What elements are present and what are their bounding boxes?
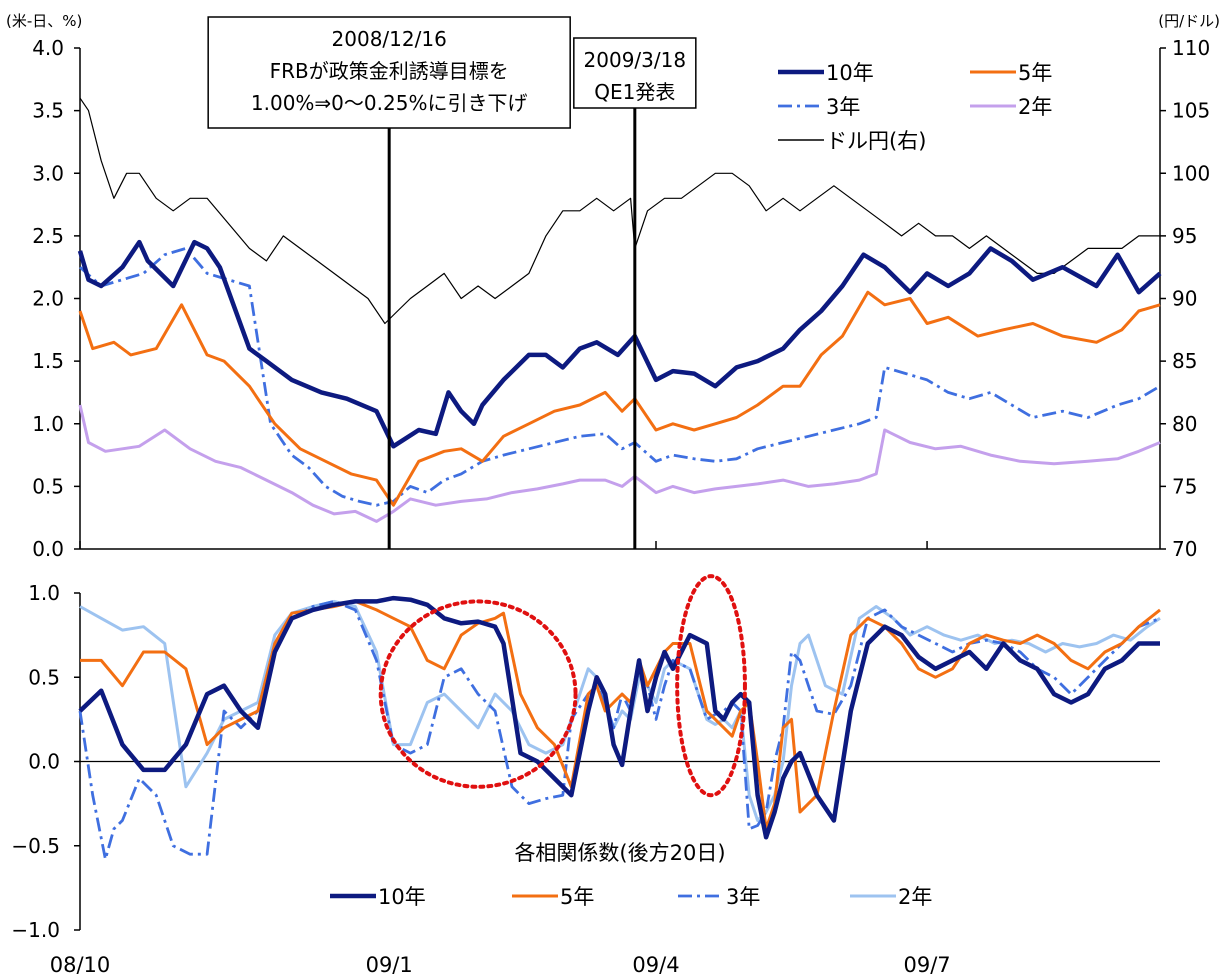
top-left-tick-label: 1.0 [32, 412, 64, 436]
top-right-tick-label: 110 [1172, 36, 1210, 60]
legend-label-s2: 2年 [1018, 95, 1052, 119]
x-tick-label: 08/10 [50, 953, 111, 977]
bottom-legend-label-s5: 5年 [560, 885, 594, 909]
bottom-tick-label: −0.5 [11, 834, 60, 858]
top-series-s5 [78, 290, 1161, 507]
legend-label-s3: 3年 [826, 95, 860, 119]
event-label: QE1発表 [594, 80, 675, 104]
top-left-tick-label: 1.5 [32, 349, 64, 373]
bottom-legend-label-s10: 10年 [378, 885, 426, 909]
top-left-tick-label: 0.0 [32, 537, 64, 561]
bottom-tick-label: −1.0 [11, 918, 60, 942]
top-panel: 0.0 0.5 1.0 1.5 2.0 2.5 3.0 3.5 4.0 70 75 80 85 90 95 1… [6, 12, 1220, 561]
top-right-tick-label: 90 [1172, 287, 1197, 311]
top-left-tick-label: 0.5 [32, 474, 64, 498]
bottom-legend-label-s3: 3年 [726, 885, 760, 909]
top-series-usdjpy [79, 97, 1160, 325]
top-series-s2 [78, 404, 1161, 523]
event-label: 2009/3/18 [584, 48, 687, 72]
bottom-title: 各相関係数(後方20日) [514, 841, 725, 865]
bottom-tick-label: 0.5 [28, 665, 60, 689]
bottom-series-s10 [78, 595, 1160, 840]
bottom-panel: −1.0 −0.5 0.0 0.5 1.0 08/10 09/1 09/4 09/7 各相関係数(… [11, 574, 1161, 977]
event-box [573, 37, 697, 109]
legend-label-s10: 10年 [826, 61, 874, 85]
x-tick-label: 09/1 [366, 953, 413, 977]
top-series-s3 [79, 246, 1161, 507]
top-right-tick-label: 85 [1172, 349, 1197, 373]
top-left-units: (米-日、%) [6, 12, 82, 30]
top-left-tick-label: 3.0 [32, 161, 64, 185]
top-left-tick-label: 4.0 [32, 36, 64, 60]
bottom-series-s2 [79, 599, 1161, 822]
top-right-units: (円/ドル) [1158, 12, 1220, 30]
event-label: FRBが政策金利誘導目標を [270, 59, 509, 83]
top-left-tick-label: 2.5 [32, 224, 64, 248]
top-series-s10 [77, 239, 1162, 449]
top-right-tick-label: 100 [1172, 161, 1210, 185]
event-label: 1.00%⇒0～0.25%に引き下げ [251, 91, 528, 115]
x-tick-label: 09/7 [903, 953, 950, 977]
bottom-legend-label-s2: 2年 [898, 885, 932, 909]
bottom-tick-label: 0.0 [28, 750, 60, 774]
event-label: 2008/12/16 [332, 27, 447, 51]
bottom-tick-label: 1.0 [28, 581, 60, 605]
event-box [207, 16, 571, 129]
top-left-tick-label: 2.0 [32, 287, 64, 311]
top-right-tick-label: 105 [1172, 99, 1210, 123]
top-right-tick-label: 75 [1172, 474, 1197, 498]
top-left-tick-label: 3.5 [32, 99, 64, 123]
x-tick-label: 09/4 [632, 953, 679, 977]
top-right-tick-label: 95 [1172, 224, 1197, 248]
highlight-ellipse [378, 599, 578, 789]
legend-label-usdjpy: ドル円(右) [826, 129, 926, 153]
highlight-ellipse [675, 574, 747, 798]
top-right-tick-label: 80 [1172, 412, 1197, 436]
legend-label-s5: 5年 [1018, 61, 1052, 85]
top-right-tick-label: 70 [1172, 537, 1197, 561]
